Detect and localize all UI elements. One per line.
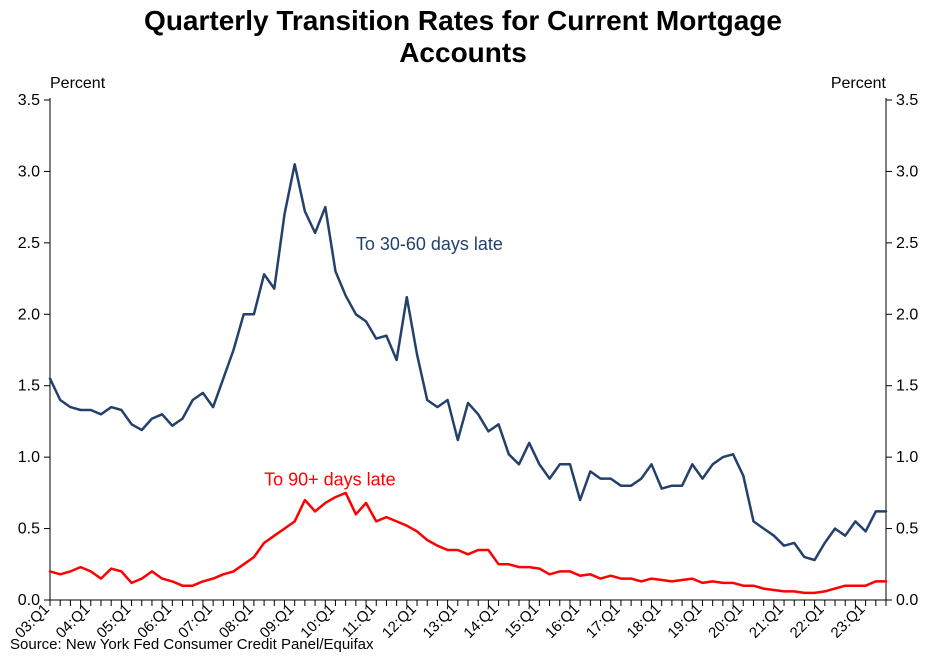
ytick-label-right: 3.0 [896,163,918,180]
ytick-label-left: 2.0 [18,306,40,323]
series-line-1 [50,493,886,593]
xtick-label: 13:Q1 [420,601,461,642]
ytick-label-right: 1.5 [896,378,918,395]
xtick-label: 15:Q1 [501,601,542,642]
xtick-label: 16:Q1 [542,601,583,642]
ytick-label-left: 1.0 [18,449,40,466]
series-label-0: To 30-60 days late [356,234,503,254]
series-label-1: To 90+ days late [264,470,396,490]
chart-title-line2: Accounts [399,37,527,68]
ytick-label-right: 3.5 [896,92,918,109]
xtick-label: 19:Q1 [664,601,705,642]
xtick-label: 20:Q1 [705,601,746,642]
chart-svg: Quarterly Transition Rates for Current M… [0,0,926,657]
xtick-label: 17:Q1 [583,601,624,642]
ytick-label-left: 3.0 [18,163,40,180]
ytick-label-left: 0.5 [18,521,40,538]
y-axis-label-left: Percent [50,75,106,92]
ytick-label-left: 1.5 [18,378,40,395]
series-line-0 [50,164,886,560]
xtick-label: 11:Q1 [339,601,379,641]
y-axis-label-right: Percent [831,75,887,92]
xtick-label: 14:Q1 [460,601,501,642]
ytick-label-right: 0.0 [896,592,918,609]
ytick-label-left: 2.5 [18,235,40,252]
xtick-label: 12:Q1 [379,601,420,642]
xtick-label: 23:Q1 [828,601,869,642]
chart-title-line1: Quarterly Transition Rates for Current M… [144,5,782,36]
chart-container: Quarterly Transition Rates for Current M… [0,0,926,657]
ytick-label-right: 1.0 [896,449,918,466]
xtick-label: 18:Q1 [624,601,665,642]
ytick-label-left: 3.5 [18,92,40,109]
ytick-label-right: 2.0 [896,306,918,323]
ytick-label-right: 2.5 [896,235,918,252]
xtick-label: 21:Q1 [746,601,787,642]
ytick-label-right: 0.5 [896,521,918,538]
xtick-label: 22:Q1 [787,601,828,642]
source-text: Source: New York Fed Consumer Credit Pan… [10,636,374,653]
